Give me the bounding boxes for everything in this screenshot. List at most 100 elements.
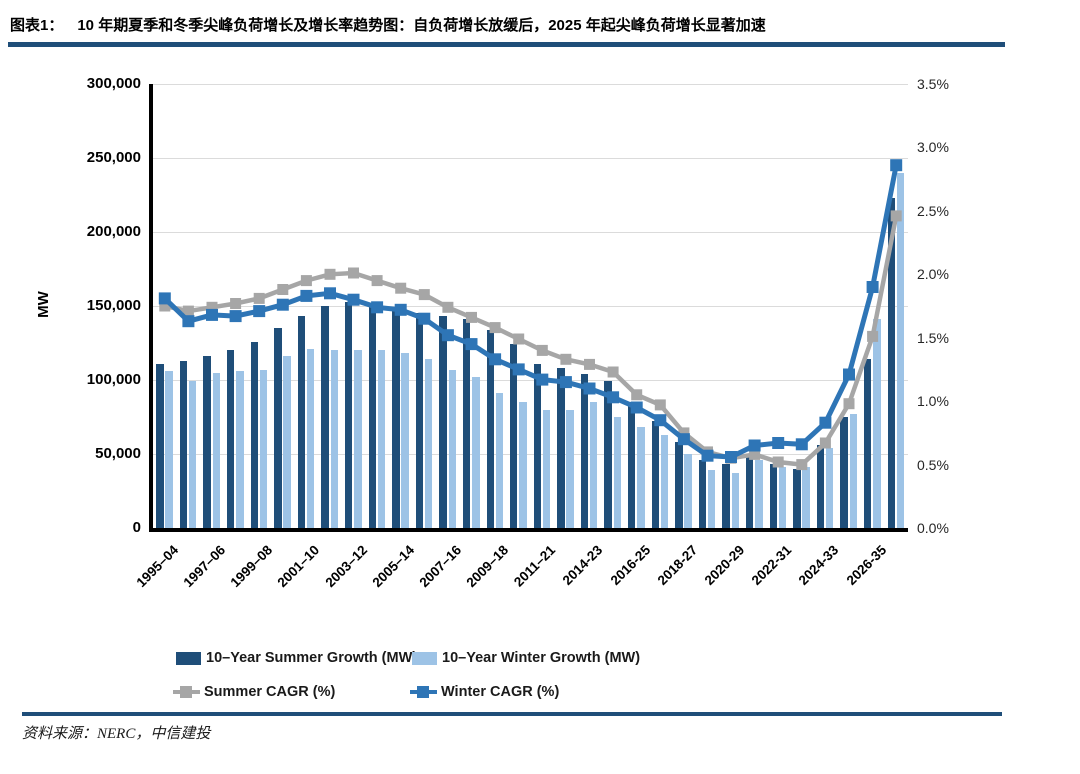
winter-growth-bar [566, 409, 574, 528]
winter-cagr-line-marker [536, 373, 549, 386]
summer-growth-bar [368, 304, 376, 528]
figure-title-text: 10 年期夏季和冬季尖峰负荷增长及增长率趋势图：自负荷增长放缓后，2025 年起… [77, 17, 766, 34]
x-axis-tick: 2003–12 [322, 542, 370, 591]
summer-cagr-line-marker [772, 456, 784, 468]
winter-growth-bar [377, 350, 386, 528]
figure-label: 图表1： [10, 17, 64, 34]
legend-item-summer-cagr: Summer CAGR (%) [173, 684, 335, 700]
summer-cagr-line-marker [560, 353, 572, 365]
summer-cagr-line [164, 215, 899, 467]
x-axis-tick: 2020-29 [701, 542, 748, 588]
left-axis-tick: 0 [132, 519, 141, 536]
right-axis-tick: 2.0% [917, 266, 949, 283]
summer-growth-bar [462, 319, 471, 528]
x-axis-tick: 2001–10 [274, 542, 323, 591]
summer-growth-bar [510, 344, 518, 528]
summer-cagr-line-marker [159, 300, 171, 312]
summer-cagr-line-marker [843, 398, 855, 410]
winter-cagr-line-marker [795, 438, 808, 451]
winter-cagr-line-marker [583, 382, 596, 395]
winter-cagr-line-marker [772, 437, 785, 449]
winter-growth-bar [448, 369, 456, 528]
summer-growth-bar [486, 329, 494, 528]
winter-cagr-line-marker [276, 298, 289, 311]
summer-cagr-line-marker [230, 298, 242, 309]
summer-growth-bar [816, 445, 825, 528]
winter-growth-bar [236, 371, 244, 528]
source-note: 资料来源：NERC，中信建投 [22, 726, 211, 742]
winter-cagr-line-marker [890, 159, 903, 172]
figure-title: 图表1： 10 年期夏季和冬季尖峰负荷增长及增长率趋势图：自负荷增长放缓后，202… [10, 14, 766, 35]
right-axis-tick: 2.5% [917, 202, 949, 219]
summer-growth-bar [415, 313, 424, 528]
summer-growth-bar [793, 468, 801, 528]
winter-growth-bar [731, 473, 740, 528]
winter-growth-bar [519, 402, 527, 528]
winter-cagr-line-marker [654, 414, 667, 427]
winter-cagr-line-marker [489, 353, 502, 366]
winter-cagr-line-marker [394, 303, 407, 316]
summer-cagr-line-marker [536, 344, 548, 356]
winter-growth-bar [401, 353, 409, 528]
winter-cagr-line [163, 164, 899, 460]
x-axis-tick: 2007–16 [416, 542, 465, 591]
winter-growth-bar [330, 350, 338, 528]
summer-cagr-line-marker [324, 268, 336, 280]
legend-item-summer-growth: 10–Year Summer Growth (MW) [176, 650, 417, 666]
winter-cagr-line-marker [677, 433, 690, 446]
summer-cagr-line-marker [796, 459, 808, 471]
summer-growth-bar [557, 368, 565, 528]
winter-growth-bar [802, 467, 810, 528]
winter-growth-bar [495, 393, 504, 528]
summer-cagr-line-marker [300, 275, 312, 287]
summer-cagr-line-marker [206, 301, 218, 313]
winter-growth-bar [660, 434, 669, 528]
summer-growth-bar [297, 316, 306, 528]
legend-item-winter-growth: 10–Year Winter Growth (MW) [412, 650, 640, 666]
gridline [153, 380, 908, 381]
summer-growth-bar [533, 363, 542, 528]
left-axis-tick: 250,000 [86, 149, 141, 166]
winter-cagr-line-marker [465, 338, 478, 351]
left-axis-tick: 100,000 [86, 371, 141, 388]
winter-cagr-line-marker [324, 287, 336, 300]
x-axis-tick: 2022-31 [748, 542, 795, 588]
winter-cagr-line-marker [843, 368, 855, 381]
summer-bar-swatch [176, 651, 201, 665]
winter-growth-bar [896, 172, 905, 528]
summer-cagr-line-marker [371, 275, 383, 287]
winter-growth-bar [778, 467, 787, 528]
right-axis-tick: 3.5% [917, 76, 949, 92]
summer-cagr-line-marker [253, 292, 265, 304]
winter-cagr-line-marker [819, 416, 832, 429]
x-axis-tick: 1997–06 [180, 542, 229, 591]
summer-growth-bar [250, 341, 258, 528]
winter-cagr-line-marker [512, 363, 525, 376]
winter-bar-swatch [412, 651, 437, 665]
winter-growth-bar [684, 454, 692, 528]
summer-cagr-line-marker [749, 448, 761, 460]
x-axis-tick: 1995–04 [133, 542, 182, 591]
x-axis-tick: 2009–18 [463, 542, 512, 591]
summer-growth-bar [840, 417, 848, 528]
legend-label: Winter CAGR (%) [441, 684, 560, 700]
winter-cagr-line-marker [253, 305, 266, 318]
winter-growth-bar [354, 350, 362, 528]
winter-cagr-line-marker [158, 292, 171, 305]
winter-growth-bar [472, 377, 480, 528]
winter-cagr-line-marker [347, 293, 360, 306]
gridline [153, 454, 908, 455]
summer-growth-bar [156, 363, 164, 528]
winter-growth-bar [849, 414, 857, 528]
winter-cagr-line-marker [630, 401, 643, 414]
left-axis-tick: 150,000 [86, 297, 141, 314]
summer-cagr-line-marker [348, 267, 359, 279]
summer-growth-bar [321, 306, 329, 528]
winter-growth-bar [873, 319, 881, 528]
right-axis-tick: 3.0% [917, 139, 949, 156]
summer-growth-bar [651, 421, 660, 528]
gridline [153, 306, 908, 307]
legend-label: 10–Year Winter Growth (MW) [442, 650, 641, 666]
winter-cagr-line-marker [748, 439, 761, 452]
